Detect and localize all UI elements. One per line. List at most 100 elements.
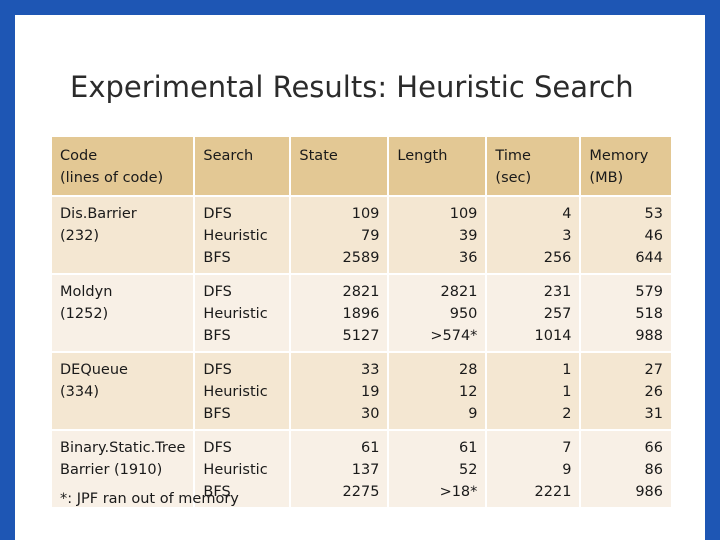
cell-search: DFS Heuristic BFS	[193, 429, 290, 507]
cell-search: DFS Heuristic BFS	[193, 195, 290, 273]
cell-code: Binary.Static.Tree Barrier (1910)	[52, 429, 194, 507]
cell-text: 2221	[534, 484, 572, 500]
cell-code: DEQueue (334)	[52, 351, 194, 429]
cell-text: 52	[458, 462, 478, 478]
cell-text: 109	[351, 206, 380, 222]
header-memory-line1: Memory	[589, 148, 649, 164]
cell-text: 137	[351, 462, 380, 478]
table-row: Dis.Barrier (232) DFS Heuristic BFS 109 …	[52, 195, 671, 273]
cell-text: DFS	[203, 440, 232, 456]
cell-text: BFS	[203, 328, 231, 344]
cell-state: 61 137 2275	[289, 429, 388, 507]
cell-text: 1	[562, 384, 572, 400]
slide-background	[15, 15, 705, 540]
cell-time: 231 257 1014	[485, 273, 580, 351]
cell-text: 86	[644, 462, 663, 478]
cell-text: 19	[360, 384, 380, 400]
cell-text: 986	[635, 484, 663, 500]
cell-text: Barrier (1910)	[60, 462, 163, 478]
header-code: Code (lines of code)	[52, 137, 193, 195]
cell-memory: 579 518 988	[579, 273, 671, 351]
cell-text: 2275	[342, 484, 380, 500]
cell-text: (1252)	[60, 306, 109, 322]
cell-text: >574*	[430, 328, 478, 344]
header-time: Time (sec)	[485, 137, 579, 195]
cell-text: Moldyn	[60, 284, 113, 300]
cell-state: 33 19 30	[289, 351, 388, 429]
cell-search: DFS Heuristic BFS	[193, 351, 290, 429]
cell-text: 950	[449, 306, 478, 322]
cell-length: 2821 950 >574*	[387, 273, 486, 351]
cell-text: BFS	[203, 250, 231, 266]
cell-text: 2821	[440, 284, 478, 300]
cell-text: 31	[644, 406, 663, 422]
cell-text: 1896	[342, 306, 380, 322]
cell-text: 66	[644, 440, 663, 456]
cell-text: Heuristic	[203, 228, 268, 244]
header-search: Search	[193, 137, 289, 195]
cell-text: 2589	[342, 250, 380, 266]
cell-text: DEQueue	[60, 362, 128, 378]
cell-text: 12	[458, 384, 478, 400]
cell-code: Dis.Barrier (232)	[52, 195, 194, 273]
cell-text: Binary.Static.Tree	[60, 440, 186, 456]
cell-text: Heuristic	[203, 306, 268, 322]
slide-title: Experimental Results: Heuristic Search	[70, 70, 634, 104]
header-state-line1: State	[299, 148, 338, 164]
cell-text: 256	[543, 250, 572, 266]
cell-text: 28	[458, 362, 478, 378]
header-time-line2: (sec)	[495, 170, 532, 186]
header-time-line1: Time	[495, 148, 531, 164]
footnote: *: JPF ran out of memory	[60, 491, 239, 507]
header-length: Length	[387, 137, 485, 195]
cell-memory: 27 26 31	[579, 351, 671, 429]
cell-text: Heuristic	[203, 462, 268, 478]
cell-text: DFS	[203, 284, 232, 300]
header-code-line2: (lines of code)	[60, 170, 164, 186]
table-row: Moldyn (1252) DFS Heuristic BFS 2821 189…	[52, 273, 671, 351]
cell-text: BFS	[203, 484, 231, 500]
cell-text: Heuristic	[203, 384, 268, 400]
cell-text: 109	[449, 206, 478, 222]
cell-text: 53	[644, 206, 663, 222]
table-row: DEQueue (334) DFS Heuristic BFS 33 19 30…	[52, 351, 671, 429]
cell-code: Moldyn (1252)	[52, 273, 194, 351]
cell-text: Dis.Barrier	[60, 206, 137, 222]
cell-text: 9	[468, 406, 478, 422]
cell-text: 579	[635, 284, 663, 300]
cell-length: 61 52 >18*	[387, 429, 486, 507]
header-memory: Memory (MB)	[579, 137, 671, 195]
cell-text: 988	[635, 328, 663, 344]
cell-text: 36	[458, 250, 478, 266]
header-state: State	[289, 137, 387, 195]
cell-text: BFS	[203, 406, 231, 422]
cell-text: >18*	[439, 484, 478, 500]
cell-memory: 53 46 644	[579, 195, 671, 273]
cell-text: DFS	[203, 362, 232, 378]
cell-search: DFS Heuristic BFS	[193, 273, 290, 351]
cell-text: 2	[562, 406, 572, 422]
cell-length: 109 39 36	[387, 195, 486, 273]
cell-state: 2821 1896 5127	[289, 273, 388, 351]
header-search-line1: Search	[203, 148, 254, 164]
cell-time: 7 9 2221	[485, 429, 580, 507]
cell-text: 79	[360, 228, 380, 244]
header-memory-line2: (MB)	[589, 170, 624, 186]
cell-text: 30	[360, 406, 380, 422]
cell-text: 7	[562, 440, 572, 456]
cell-text: 61	[458, 440, 478, 456]
cell-text: 9	[562, 462, 572, 478]
cell-text: 3	[562, 228, 572, 244]
cell-text: 27	[644, 362, 663, 378]
header-code-line1: Code	[60, 148, 98, 164]
cell-text: 46	[644, 228, 663, 244]
cell-text: (232)	[60, 228, 99, 244]
cell-text: 257	[543, 306, 572, 322]
cell-memory: 66 86 986	[579, 429, 671, 507]
cell-text: 4	[562, 206, 572, 222]
table-header-row: Code (lines of code) Search State Length…	[52, 137, 671, 195]
cell-text: 39	[458, 228, 478, 244]
cell-text: 5127	[342, 328, 380, 344]
cell-time: 1 1 2	[485, 351, 580, 429]
cell-text: 1014	[534, 328, 572, 344]
